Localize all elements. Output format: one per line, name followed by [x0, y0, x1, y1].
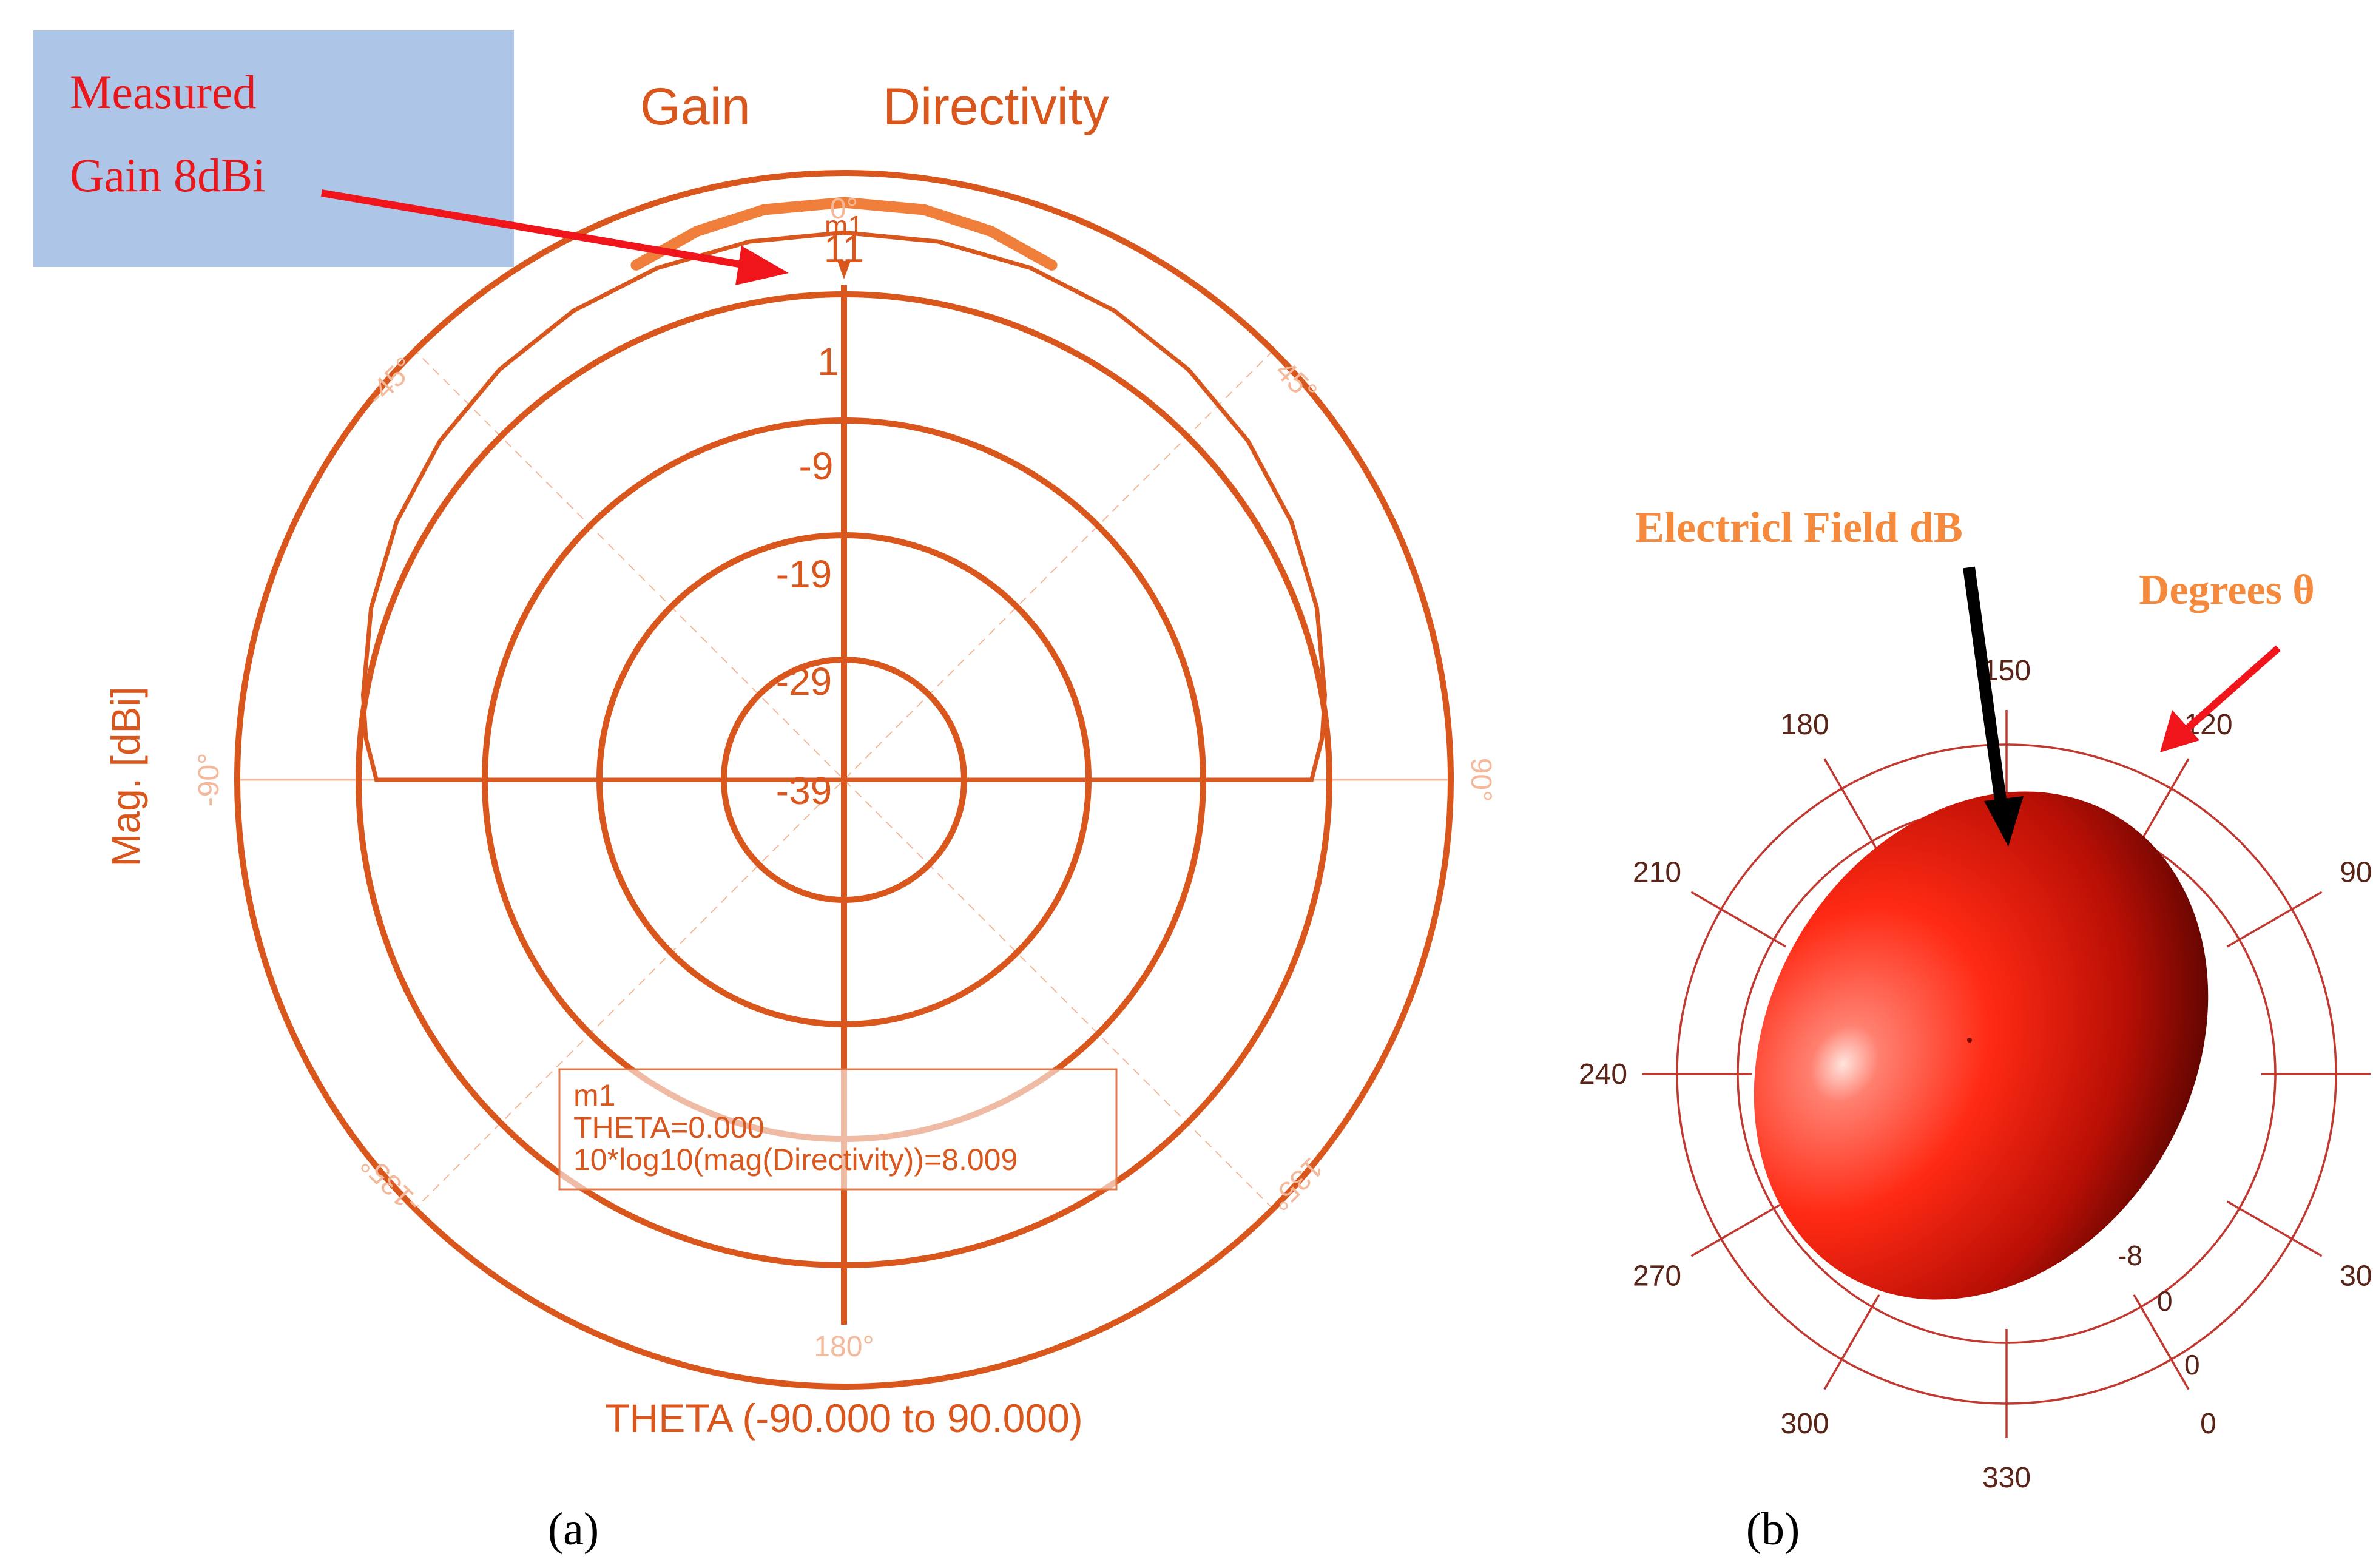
radial-label-0-outer: 0: [2184, 1349, 2200, 1380]
caption-b: (b): [1746, 1504, 1800, 1555]
callout-box: [33, 30, 514, 267]
radial-tick-label: -9: [799, 444, 834, 488]
marker-readout-line3: 10*log10(mag(Directivity))=8.009: [573, 1143, 1018, 1177]
diagonal-grid-line: [414, 350, 1274, 1209]
azimuth-label-240: 240: [1579, 1058, 1627, 1090]
azimuth-spoke-180: [1823, 758, 1880, 854]
electric-field-label: Electricl Field dB: [1635, 503, 1963, 552]
radial-tick-label: -39: [776, 769, 832, 813]
legend-gain: Gain: [640, 78, 751, 136]
azimuth-label-30: 30: [2340, 1260, 2372, 1293]
radiation-lobe: [1754, 791, 2209, 1300]
azimuth-label-90: 90: [2340, 857, 2372, 889]
legend-directivity: Directivity: [883, 78, 1109, 136]
marker-m1: m1: [825, 210, 863, 279]
x-axis-label: THETA (-90.000 to 90.000): [605, 1396, 1083, 1441]
azimuth-spoke-210: [1690, 891, 1787, 948]
azimuth-spoke-300: [1823, 1294, 1880, 1390]
field-arrow-head: [1984, 796, 2024, 847]
azimuth-spoke-90: [2226, 891, 2323, 948]
radial-tick-label: 11: [824, 227, 864, 271]
radial-ring-4: [234, 170, 1454, 1390]
angle-label-neg90: -90°: [193, 753, 225, 807]
panel-a-polar-chart: m1 111-9-19-29-39 0° 180° 45° -45° 90° -…: [33, 30, 1497, 1555]
marker-readout-line1: m1: [573, 1078, 615, 1112]
y-axis-label: Mag. [dBi]: [103, 686, 148, 867]
callout-arrow-head: [735, 246, 789, 285]
azimuth-label-210: 210: [1633, 857, 1681, 889]
marker-m1-label: m1: [825, 210, 863, 242]
azimuth-label-330: 330: [1982, 1462, 2031, 1494]
marker-readout-line2: THETA=0.000: [573, 1110, 765, 1144]
angle-label-180: 180°: [814, 1331, 874, 1363]
azimuth-spokes: [1642, 710, 2371, 1438]
azimuth-spoke-0: [2133, 1294, 2190, 1390]
lobe-center-dot: [1967, 1038, 1972, 1043]
azimuth-labels: 0306090120150180210240270300330: [1579, 655, 2372, 1494]
radial-tick-label: -19: [776, 552, 832, 596]
marker-m1-triangle: [837, 261, 851, 279]
radial-tick-label: -29: [776, 660, 832, 703]
panel-b-3d-pattern: 0306090120150180210240270300330 -8 0 0 E…: [1579, 503, 2372, 1555]
azimuth-spoke-270: [1690, 1200, 1787, 1257]
angle-label-0: 0°: [830, 193, 858, 225]
radial-tick-label: 1: [817, 340, 839, 384]
callout-line-1: Measured: [70, 66, 257, 118]
gain-curve: [630, 197, 1058, 271]
diagonal-grid-line: [414, 350, 1274, 1209]
azimuth-label-180: 180: [1780, 709, 1829, 741]
azimuth-spoke-30: [2226, 1200, 2323, 1257]
azimuth-label-300: 300: [1780, 1408, 1829, 1440]
callout-arrow-shaft: [320, 189, 751, 269]
azimuth-label-0: 0: [2200, 1408, 2216, 1440]
angle-label-90: 90°: [1465, 758, 1497, 802]
degrees-arrow-head: [2160, 710, 2199, 752]
marker-readout-box: m1 THETA=0.000 10*log10(mag(Directivity)…: [558, 1068, 1118, 1191]
radial-label-neg8: -8: [2118, 1240, 2142, 1271]
directivity-curve: [360, 230, 1328, 782]
caption-a: (a): [548, 1504, 599, 1555]
radial-tick-labels: 111-9-19-29-39: [776, 227, 864, 813]
degrees-arrow-shaft: [2182, 645, 2281, 734]
field-arrow-shaft: [1963, 566, 2008, 814]
callout-line-2: Gain 8dBi: [70, 149, 266, 201]
degrees-theta-label: Degrees θ: [2139, 567, 2315, 613]
radial-label-0-inner: 0: [2157, 1285, 2173, 1317]
measured-gain-callout: Measured Gain 8dBi: [33, 30, 789, 285]
azimuth-label-270: 270: [1633, 1260, 1681, 1293]
